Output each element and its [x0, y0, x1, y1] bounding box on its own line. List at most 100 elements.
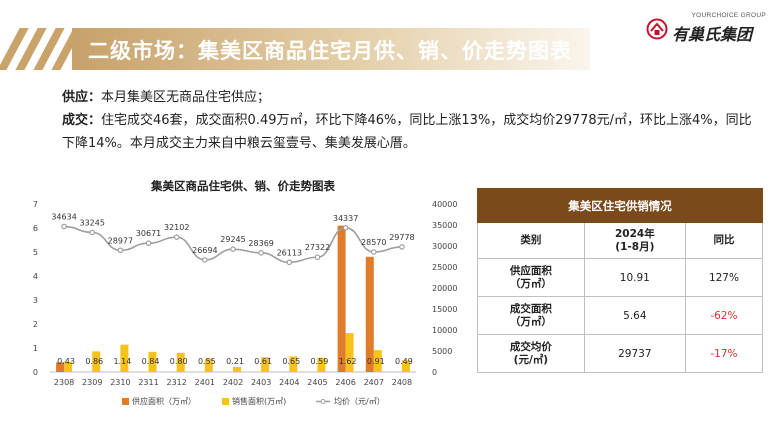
- left-tick-label: 5: [33, 248, 38, 257]
- price-point: [314, 254, 321, 261]
- price-data-label: 26113: [277, 248, 302, 257]
- col-yoy: 同比: [684, 222, 764, 259]
- legend-sales-swatch: [222, 398, 229, 405]
- row-yoy: -62%: [684, 296, 764, 335]
- price-point: [342, 224, 349, 231]
- right-axis: 0 5000 10000 15000 20000 25000 30000 35000 40000: [432, 200, 457, 377]
- price-data-label: 29245: [220, 235, 245, 244]
- row-yoy: 127%: [684, 258, 764, 297]
- x-tick-label: 2403: [251, 378, 271, 387]
- row-label-line2: （万㎡）: [509, 277, 552, 290]
- page-title: 二级市场：集美区商品住宅月供、销、价走势图表: [88, 39, 572, 63]
- left-tick-label: 1: [33, 344, 38, 353]
- sales-data-label: 0.65: [282, 357, 300, 366]
- supply-bar: [337, 225, 346, 372]
- sales-bar: [317, 357, 326, 372]
- price-data-label: 34634: [51, 213, 76, 222]
- right-tick-label: 25000: [432, 263, 457, 272]
- sales-data-label: 0.86: [85, 357, 103, 366]
- price-point: [89, 229, 96, 236]
- price-data-label: 29778: [389, 233, 414, 242]
- price-data-label: 28570: [361, 238, 386, 247]
- legend-price-marker: [320, 399, 326, 404]
- right-tick-label: 0: [432, 368, 437, 377]
- price-point: [399, 244, 405, 250]
- x-tick-label: 2407: [364, 378, 384, 387]
- right-tick-label: 20000: [432, 284, 457, 293]
- row-value: 10.91: [583, 258, 686, 297]
- price-point: [286, 259, 293, 266]
- price-point: [230, 246, 236, 252]
- sales-data-label: 0.43: [57, 357, 75, 366]
- title-background: [72, 28, 590, 70]
- sales-bar: [148, 351, 157, 372]
- deal-line: 成交：住宅成交46套，成交面积0.49万㎡，环比下降46%，同比上涨13%，成交…: [62, 109, 752, 155]
- right-tick-label: 15000: [432, 305, 457, 314]
- logo-chinese-text: 有巢氏集团: [672, 25, 753, 44]
- row-label: 成交均价 (元/㎡): [477, 334, 585, 373]
- right-tick-label: 10000: [432, 326, 457, 335]
- row-label-line1: 供应面积: [509, 264, 552, 277]
- x-tick-label: 2310: [110, 378, 130, 387]
- supply-bar: [56, 362, 65, 372]
- supply-text: 本月集美区无商品住宅供应；: [101, 90, 271, 105]
- price-point: [258, 250, 264, 256]
- title-bar: 二级市场：集美区商品住宅月供、销、价走势图表: [0, 28, 590, 70]
- x-tick-label: 2402: [223, 378, 243, 387]
- price-data-label: 28369: [248, 239, 273, 248]
- legend-price-label: 均价（元/㎡）: [334, 396, 385, 406]
- right-tick-label: 30000: [432, 242, 457, 251]
- x-axis-labels: 2308 2309 2310 2311 2312 2401 2402 2403 2404 2405…: [54, 378, 412, 387]
- left-tick-label: 3: [33, 296, 38, 305]
- chart-title: 集美区商品住宅供、销、价走势图表: [150, 179, 335, 193]
- table-title: 集美区住宅供销情况: [477, 188, 763, 223]
- sales-bar: [401, 360, 410, 372]
- sales-bar: [176, 352, 185, 372]
- sales-bar: [345, 333, 354, 372]
- col-period-line2: (1-8月): [615, 240, 655, 253]
- price-data-label: 33245: [80, 218, 105, 227]
- sales-data-label: 0.80: [170, 357, 188, 366]
- price-point: [117, 247, 124, 254]
- logo-english-text: YOURCHOICE GROUP: [691, 12, 766, 19]
- row-yoy: -17%: [684, 334, 764, 373]
- left-tick-label: 0: [33, 368, 38, 377]
- col-period: 2024年 (1-8月): [583, 222, 686, 259]
- row-label: 供应面积 （万㎡）: [477, 258, 585, 297]
- company-logo: YOURCHOICE GROUP 有巢氏集团: [646, 12, 766, 44]
- sales-bar: [204, 358, 213, 372]
- price-point: [145, 240, 152, 246]
- supply-label: 供应：: [62, 90, 102, 105]
- price-data-label: 30671: [136, 229, 161, 238]
- price-data-label: 28977: [108, 236, 133, 245]
- summary-text: 供应：本月集美区无商品住宅供应； 成交：住宅成交46套，成交面积0.49万㎡，环…: [62, 86, 752, 155]
- sales-bar: [64, 361, 73, 372]
- col-period-line1: 2024年: [614, 227, 655, 240]
- right-tick-label: 5000: [432, 347, 452, 356]
- x-tick-label: 2405: [307, 378, 327, 387]
- x-tick-label: 2401: [195, 378, 215, 387]
- supply-bar: [365, 256, 374, 372]
- x-tick-label: 2311: [138, 378, 158, 387]
- sales-data-label: 0.59: [311, 357, 329, 366]
- row-label-line2: (元/㎡): [513, 353, 549, 366]
- legend-sales-label: 销售面积(万㎡): [232, 396, 286, 406]
- x-tick-label: 2408: [392, 378, 412, 387]
- sales-bar: [233, 366, 241, 372]
- x-tick-label: 2406: [335, 378, 355, 387]
- table-row: 成交面积 （万㎡） 5.64 -62%: [477, 296, 764, 335]
- col-category: 类别: [477, 222, 585, 259]
- deal-label: 成交：: [62, 113, 102, 128]
- x-tick-label: 2404: [279, 378, 299, 387]
- row-label-line1: 成交面积: [509, 302, 552, 315]
- x-tick-label: 2312: [167, 378, 187, 387]
- deal-text: 住宅成交46套，成交面积0.49万㎡，环比下降46%，同比上涨13%，成交均价2…: [62, 113, 752, 151]
- price-point: [61, 223, 67, 230]
- right-tick-label: 35000: [432, 221, 457, 230]
- left-tick-label: 6: [33, 224, 38, 233]
- price-point: [202, 257, 208, 263]
- left-tick-label: 4: [33, 272, 38, 281]
- left-tick-label: 2: [33, 320, 38, 329]
- sales-data-label: 0.91: [367, 357, 385, 366]
